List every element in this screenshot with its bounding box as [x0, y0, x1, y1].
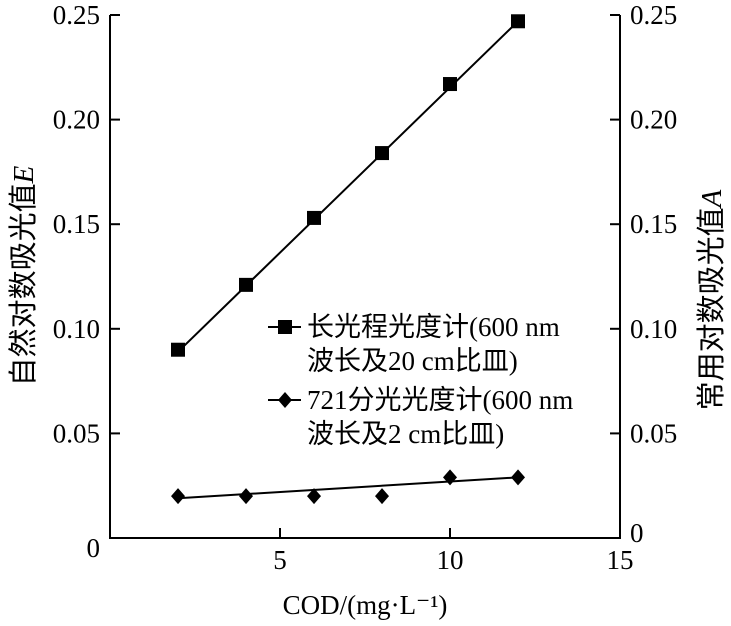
- legend-square-marker: [278, 320, 292, 334]
- y-left-tick-label: 0.25: [53, 0, 100, 30]
- diamond-marker: [307, 488, 321, 505]
- y-axis-left-label: 自然对数吸光值E: [7, 165, 40, 386]
- y-left-tick-label: 0.05: [53, 418, 100, 448]
- square-marker: [307, 210, 321, 225]
- square-marker: [375, 146, 389, 161]
- square-marker: [511, 14, 525, 29]
- y-left-tick-label: 0.15: [53, 209, 100, 239]
- axes: [109, 15, 621, 539]
- square-marker: [239, 277, 253, 292]
- x-tick-label: 5: [273, 545, 287, 575]
- x-axis-label: COD/(mg·L⁻¹): [283, 590, 448, 620]
- y-axis-right-label: 常用对数吸光值A: [695, 189, 728, 410]
- square-marker: [171, 342, 185, 357]
- y-right-tick-label: 0.20: [630, 105, 677, 135]
- square-marker: [443, 77, 457, 92]
- fit-line-series-2: [177, 476, 519, 500]
- y-axis-right-label-symbol: A: [696, 189, 728, 209]
- legend-label-series-2: 721分光光度计(600 nm 波长及2 cm比皿): [307, 385, 574, 449]
- legend: [268, 320, 301, 408]
- y-right-tick-label: 0.25: [630, 0, 677, 30]
- diamond-marker: [171, 488, 185, 505]
- diamond-marker: [239, 488, 253, 505]
- y-right-tick-label: 0.15: [630, 209, 677, 239]
- y-right-tick-label: 0: [630, 518, 644, 548]
- legend-label-series-1: 长光程光度计(600 nm 波长及20 cm比皿): [307, 312, 560, 376]
- y-left-tick-label: 0.20: [53, 105, 100, 135]
- y-right-tick-label: 0.05: [630, 418, 677, 448]
- y-axis-right-label-text: 常用对数吸光值: [695, 207, 728, 410]
- ticks: 0 0.05 0.10 0.15 0.20 0.25 0 0.05 0.10 0.15 0.20 0.…: [53, 0, 678, 575]
- x-tick-label: 15: [607, 545, 634, 575]
- diamond-marker: [511, 469, 525, 486]
- diamond-marker: [375, 488, 389, 505]
- fit-line-series-1: [177, 20, 519, 353]
- diamond-marker: [443, 469, 457, 486]
- y-axis-left-label-text: 自然对数吸光值: [7, 183, 40, 386]
- legend-diamond-marker: [278, 392, 292, 408]
- x-tick-label: 10: [437, 545, 464, 575]
- y-axis-left-label-symbol: E: [8, 165, 40, 184]
- y-left-tick-label: 0.10: [53, 314, 100, 344]
- plot-area: [171, 14, 525, 505]
- y-right-tick-label: 0.10: [630, 314, 677, 344]
- y-left-tick-label: 0: [87, 533, 101, 563]
